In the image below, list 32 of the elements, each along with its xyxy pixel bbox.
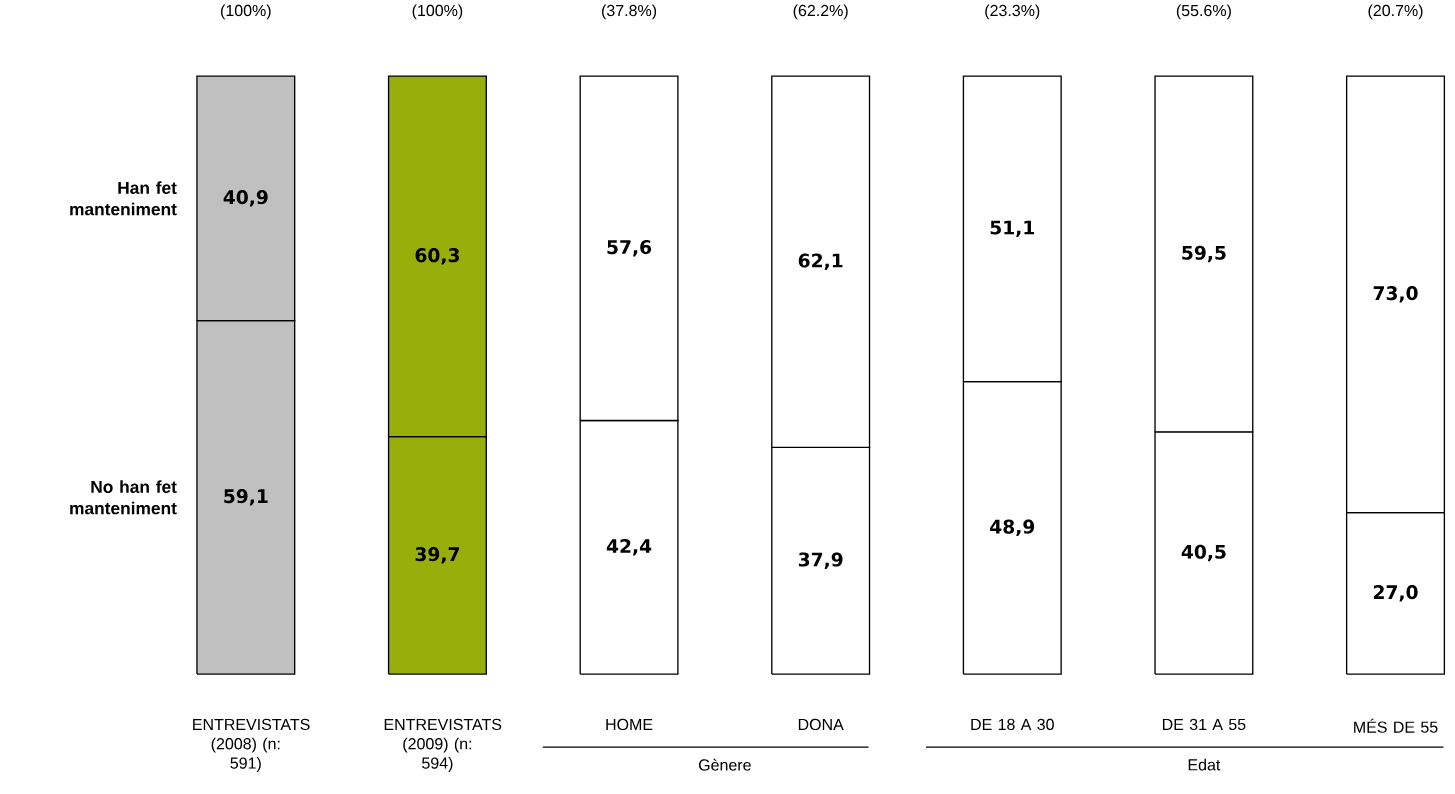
data-label: 27,0 (1373, 585, 1418, 602)
data-label: 40,5 (1181, 544, 1226, 562)
data-label: 57,6 (607, 240, 652, 257)
data-label: 73,0 (1373, 286, 1418, 303)
data-label: 62,1 (798, 253, 843, 270)
text: (23.3%) (985, 4, 1040, 20)
data-label: 40,9 (223, 190, 268, 207)
data-label: 37,9 (798, 552, 843, 569)
x-tick-label: DE 18 A 30 (971, 718, 1054, 731)
x-tick-label: DONA (798, 718, 844, 731)
data-label: 59,1 (224, 489, 268, 506)
text: Edat (1188, 758, 1221, 771)
data-label: 39,7 (415, 547, 459, 564)
x-tick-label: DE 31 A 55 (1162, 718, 1246, 731)
data-label: 60,3 (415, 248, 459, 265)
x-tick-label: HOME (606, 718, 653, 731)
x-tick-label: MÉS DE 55 (1354, 718, 1438, 733)
text: (100%) (412, 4, 463, 20)
data-label: 48,9 (990, 519, 1035, 537)
data-label: 59,5 (1182, 245, 1226, 263)
text: (100%) (221, 4, 271, 20)
text: (55.6%) (1176, 4, 1231, 20)
text: Gènere (698, 758, 751, 771)
series-label: Han fet manteniment (70, 181, 177, 216)
data-label: 42,4 (606, 538, 652, 556)
text: (37.8%) (602, 4, 657, 20)
text: (20.7%) (1368, 4, 1423, 20)
x-tick-label: ENTREVISTATS (2009) (n: 594) (384, 718, 502, 772)
series-label: No han fet manteniment (70, 480, 177, 515)
x-tick-label: ENTREVISTATS (2008) (n: 591) (193, 718, 310, 772)
text: (62.2%) (793, 4, 848, 20)
data-label: 51,1 (990, 220, 1035, 237)
